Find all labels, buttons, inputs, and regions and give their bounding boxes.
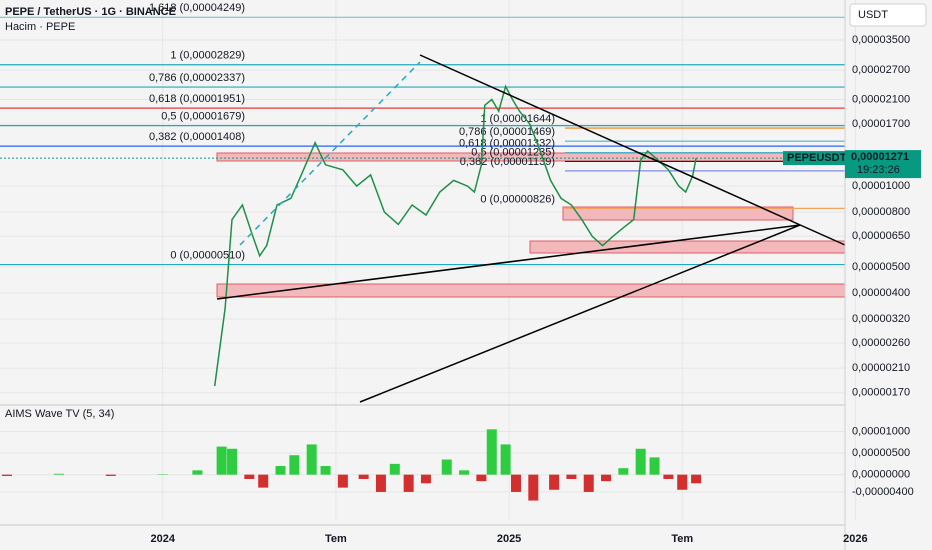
x-tick-label: 2025 bbox=[497, 533, 521, 545]
y-tick-label: 0,00000170 bbox=[852, 387, 910, 399]
fib-label: 0 (0,00000826) bbox=[480, 193, 555, 205]
volume-label: Hacim · PEPE bbox=[5, 21, 75, 33]
fib-trend bbox=[239, 61, 421, 246]
y-tick-label: 0,00000800 bbox=[852, 206, 910, 218]
price-line bbox=[213, 84, 697, 387]
osc-bar bbox=[1, 474, 12, 476]
osc-bar bbox=[549, 474, 560, 490]
osc-bar bbox=[511, 474, 522, 492]
currency-button[interactable] bbox=[849, 3, 927, 27]
osc-bar bbox=[601, 474, 612, 482]
osc-bar bbox=[459, 470, 470, 475]
y-tick-label: 0,00002700 bbox=[852, 64, 910, 76]
fib-label: 0,382 (0,00001139) bbox=[460, 156, 555, 168]
osc-bar bbox=[320, 466, 331, 475]
zone bbox=[529, 240, 846, 254]
y-tick-label: 0,00001700 bbox=[852, 118, 910, 130]
osc-bar bbox=[441, 459, 452, 475]
fib-label: 0,5 (0,00001235) bbox=[471, 146, 555, 158]
symbol-title: PEPE / TetherUS · 1G · BINANCE bbox=[5, 6, 176, 18]
trend-line bbox=[359, 224, 801, 403]
symbol-tag bbox=[783, 151, 845, 166]
osc-bar bbox=[389, 463, 400, 475]
zone bbox=[216, 283, 846, 298]
osc-bar bbox=[500, 444, 511, 475]
osc-tick-label: 0,00001000 bbox=[852, 425, 910, 437]
osc-bar bbox=[244, 474, 255, 479]
osc-bar bbox=[677, 474, 688, 490]
osc-tick-label: 0,00000500 bbox=[852, 447, 910, 459]
fib-label: 1 (0,00001644) bbox=[480, 113, 555, 125]
x-tick-label: 2026 bbox=[843, 533, 867, 545]
y-tick-label: 0,00000260 bbox=[852, 337, 910, 349]
trend-line bbox=[419, 54, 846, 246]
symbol-tag-label: PEPEUSDT bbox=[787, 152, 847, 164]
x-tick-label: 2024 bbox=[151, 533, 176, 545]
osc-bar bbox=[691, 474, 702, 484]
currency-label[interactable]: USDT bbox=[858, 9, 888, 21]
osc-bar bbox=[289, 455, 300, 475]
osc-bar bbox=[275, 466, 286, 475]
y-tick-label: 0,00001000 bbox=[852, 180, 910, 192]
y-tick-label: 0,00000650 bbox=[852, 230, 910, 242]
plot-layer bbox=[0, 84, 845, 501]
fib-label: 0,786 (0,00001469) bbox=[459, 126, 555, 138]
fib-layer: 1,618 (0,00004249) 1 (0,00002829) 0,786 (0… bbox=[0, 2, 845, 266]
osc-bar bbox=[375, 474, 386, 492]
osc-bar bbox=[216, 446, 227, 475]
fib-label: 1 (0,00002829) bbox=[170, 50, 245, 62]
osc-bar bbox=[528, 474, 539, 501]
osc-bar bbox=[227, 448, 238, 475]
grid-layer bbox=[0, 0, 856, 520]
x-tick-label: Tem bbox=[325, 533, 347, 545]
osc-bar bbox=[258, 474, 269, 488]
y-tick-label: 0,00000500 bbox=[852, 261, 910, 273]
osc-bar bbox=[583, 474, 594, 492]
osc-bar bbox=[306, 444, 317, 475]
zone bbox=[562, 206, 794, 221]
y-tick-label: 0,00003500 bbox=[852, 34, 910, 46]
osc-bar bbox=[476, 474, 487, 482]
osc-bar bbox=[53, 473, 64, 475]
countdown-label: 19:23:26 bbox=[857, 164, 900, 176]
fib-label: 1,618 (0,00004249) bbox=[149, 2, 245, 14]
osc-bar bbox=[635, 448, 646, 475]
fib-label: 0,382 (0,00001408) bbox=[149, 131, 245, 143]
osc-bar bbox=[403, 474, 414, 492]
y-tick-label: 0,00000210 bbox=[852, 362, 910, 374]
osc-bar bbox=[649, 457, 660, 475]
fib-label: 0 (0,00000510) bbox=[170, 249, 245, 261]
fib-label: 0,786 (0,00002337) bbox=[149, 72, 245, 84]
osc-bar bbox=[663, 474, 674, 479]
osc-tick-label: 0,00000000 bbox=[852, 469, 910, 481]
trend-line bbox=[216, 224, 801, 300]
osc-bar bbox=[420, 474, 431, 484]
osc-bar bbox=[486, 429, 497, 475]
osc-bar bbox=[105, 474, 116, 476]
price-tag-label: 0,00001271 bbox=[851, 151, 909, 163]
osc-bar bbox=[618, 468, 629, 475]
osc-bar bbox=[566, 474, 577, 479]
y-tick-label: 0,00002100 bbox=[852, 93, 910, 105]
osc-bar bbox=[192, 470, 203, 475]
indicator-label: AIMS Wave TV (5, 34) bbox=[5, 408, 114, 420]
y-tick-label: 0,00000400 bbox=[852, 287, 910, 299]
y-tick-label: 0,00000320 bbox=[852, 313, 910, 325]
fib-label: 0,5 (0,00001679) bbox=[161, 111, 245, 123]
osc-bar bbox=[358, 474, 369, 479]
axis-layer: 0,00003500 0,00002700 0,00002100 0,00001700… bbox=[151, 34, 921, 545]
osc-bar bbox=[337, 474, 348, 488]
osc-tick-label: -0,00000400 bbox=[852, 486, 914, 498]
fib-label: 0,618 (0,00001951) bbox=[149, 93, 245, 105]
x-tick-label: Tem bbox=[671, 533, 693, 545]
price-tag bbox=[845, 150, 921, 179]
